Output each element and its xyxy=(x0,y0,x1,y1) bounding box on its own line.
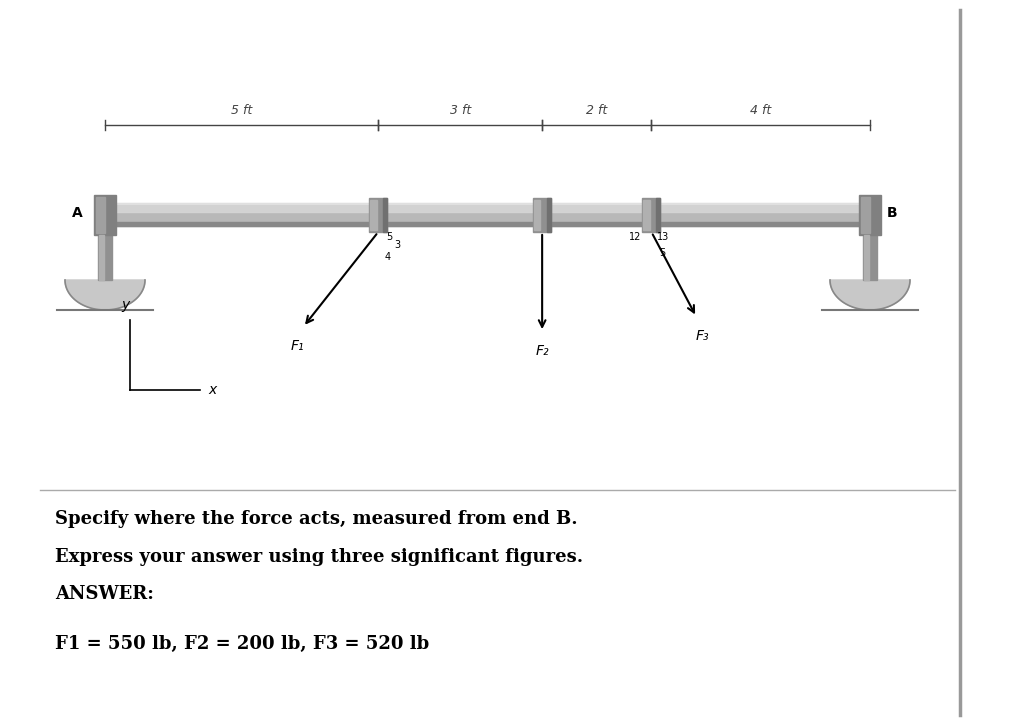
Polygon shape xyxy=(65,280,145,310)
Bar xyxy=(643,198,660,232)
Text: 5: 5 xyxy=(659,248,666,258)
Bar xyxy=(369,198,387,232)
Text: 5 ft: 5 ft xyxy=(231,104,252,117)
Text: 12: 12 xyxy=(630,232,642,242)
Text: 4: 4 xyxy=(384,252,391,262)
Text: Specify where the force acts, measured from end B.: Specify where the force acts, measured f… xyxy=(55,510,578,528)
Bar xyxy=(863,235,877,280)
Bar xyxy=(382,198,387,232)
Text: A: A xyxy=(71,206,82,220)
Bar xyxy=(861,197,870,233)
Text: x: x xyxy=(208,383,217,397)
Bar xyxy=(96,197,105,233)
Text: F1 = 550 lb, F2 = 200 lb, F3 = 520 lb: F1 = 550 lb, F2 = 200 lb, F3 = 520 lb xyxy=(55,635,429,653)
Bar xyxy=(547,198,551,232)
Text: 3: 3 xyxy=(395,240,401,250)
Text: ANSWER:: ANSWER: xyxy=(55,585,154,603)
Text: 3 ft: 3 ft xyxy=(450,104,471,117)
Bar xyxy=(859,195,881,235)
Polygon shape xyxy=(830,280,910,310)
Text: B: B xyxy=(887,206,897,220)
Text: F₃: F₃ xyxy=(696,329,709,343)
Bar xyxy=(105,204,870,212)
Bar xyxy=(533,198,551,232)
Bar xyxy=(98,235,112,280)
Bar xyxy=(644,200,650,230)
Bar xyxy=(864,235,869,280)
Text: Express your answer using three significant figures.: Express your answer using three signific… xyxy=(55,548,583,566)
Text: 4 ft: 4 ft xyxy=(751,104,771,117)
Bar xyxy=(534,200,540,230)
Bar xyxy=(370,200,376,230)
Text: F₂: F₂ xyxy=(535,344,549,358)
Text: F₁: F₁ xyxy=(291,339,304,353)
Bar xyxy=(105,204,870,226)
Text: 2 ft: 2 ft xyxy=(586,104,607,117)
Bar xyxy=(105,222,870,226)
Text: 5: 5 xyxy=(386,232,393,242)
Text: y: y xyxy=(121,298,129,312)
Bar xyxy=(99,235,104,280)
Bar xyxy=(656,198,660,232)
Bar xyxy=(94,195,116,235)
Text: 13: 13 xyxy=(657,232,669,242)
